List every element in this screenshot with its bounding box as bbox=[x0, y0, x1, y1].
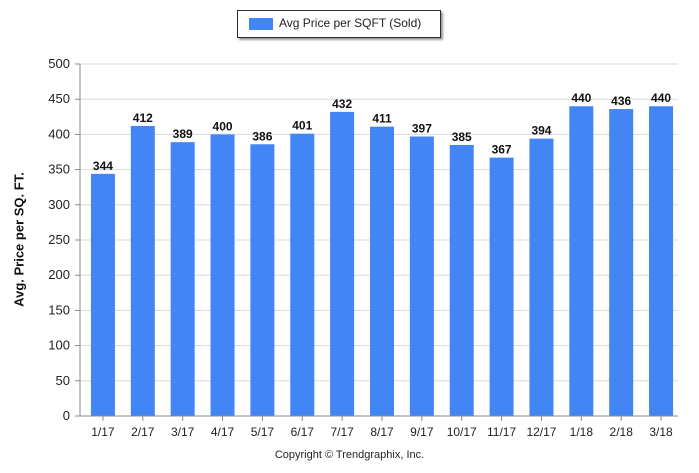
bar bbox=[250, 144, 275, 417]
x-tick-label: 8/17 bbox=[370, 425, 394, 439]
y-tick-label: 300 bbox=[48, 197, 70, 212]
x-tick-label: 1/17 bbox=[91, 425, 115, 439]
data-label: 394 bbox=[531, 124, 551, 138]
data-label: 367 bbox=[492, 143, 512, 157]
data-label: 432 bbox=[332, 97, 352, 111]
data-label: 400 bbox=[213, 119, 233, 133]
y-tick-label: 150 bbox=[48, 302, 70, 317]
data-label: 397 bbox=[412, 122, 432, 136]
axes bbox=[79, 64, 678, 417]
x-tick-label: 1/18 bbox=[570, 425, 594, 439]
bar bbox=[569, 106, 594, 417]
x-tick-label: 5/17 bbox=[251, 425, 275, 439]
data-label: 440 bbox=[651, 91, 671, 105]
bar bbox=[649, 106, 674, 417]
bar bbox=[90, 173, 115, 416]
bar bbox=[210, 134, 235, 416]
legend: Avg Price per SQFT (Sold) bbox=[237, 10, 441, 38]
bar bbox=[409, 136, 434, 416]
data-label: 436 bbox=[611, 94, 631, 108]
x-tick-label: 7/17 bbox=[330, 425, 354, 439]
y-tick-label: 450 bbox=[48, 91, 70, 106]
y-tick-label: 250 bbox=[48, 232, 70, 247]
x-tick-label: 11/17 bbox=[487, 425, 516, 439]
bar bbox=[449, 144, 474, 416]
bar bbox=[370, 126, 394, 416]
y-axis-label: Avg. Price per SQ. FT. bbox=[11, 172, 27, 307]
bar bbox=[290, 133, 315, 417]
copyright-footer: Copyright © Trendgraphix, Inc. bbox=[274, 449, 425, 461]
x-tick-label: 3/17 bbox=[171, 425, 195, 439]
y-tick-label: 100 bbox=[48, 338, 70, 353]
data-label: 389 bbox=[173, 127, 193, 141]
y-tick-label: 0 bbox=[63, 408, 70, 423]
bar bbox=[330, 111, 355, 416]
x-tick-label: 2/17 bbox=[131, 425, 155, 439]
data-label: 401 bbox=[292, 119, 312, 133]
x-tick-label: 2/18 bbox=[610, 425, 634, 439]
y-tick-label: 50 bbox=[56, 373, 70, 388]
bar bbox=[609, 109, 634, 416]
data-label: 386 bbox=[252, 129, 272, 143]
y-tick-label: 500 bbox=[48, 56, 70, 71]
bars: 344 412 389 400 386 401 432 411 397 385 367 394 440 4… bbox=[90, 91, 674, 417]
y-tick-label: 200 bbox=[48, 267, 70, 282]
bar bbox=[130, 125, 155, 417]
x-tick-label: 4/17 bbox=[211, 425, 235, 439]
x-tick-label: 12/17 bbox=[526, 425, 556, 439]
data-label: 411 bbox=[372, 112, 392, 126]
x-axis-ticks: 1/17 2/17 3/17 4/17 5/17 6/17 7/17 8/17 9/17 10/1… bbox=[91, 416, 673, 439]
legend-swatch bbox=[249, 18, 273, 30]
data-label: 385 bbox=[452, 130, 472, 144]
bar bbox=[170, 142, 195, 417]
bar bbox=[489, 157, 514, 416]
legend-label: Avg Price per SQFT (Sold) bbox=[279, 16, 422, 30]
x-tick-label: 10/17 bbox=[447, 425, 477, 439]
x-tick-label: 9/17 bbox=[410, 425, 434, 439]
data-label: 412 bbox=[133, 111, 153, 125]
y-tick-label: 400 bbox=[48, 126, 70, 141]
y-tick-label: 350 bbox=[48, 162, 70, 177]
x-tick-label: 6/17 bbox=[291, 425, 315, 439]
y-axis-ticks: 0 50 100 150 200 250 300 350 400 450 500 bbox=[48, 56, 80, 423]
bar bbox=[529, 138, 554, 416]
x-tick-label: 3/18 bbox=[649, 425, 673, 439]
data-label: 344 bbox=[93, 159, 113, 173]
data-label: 440 bbox=[571, 91, 591, 105]
